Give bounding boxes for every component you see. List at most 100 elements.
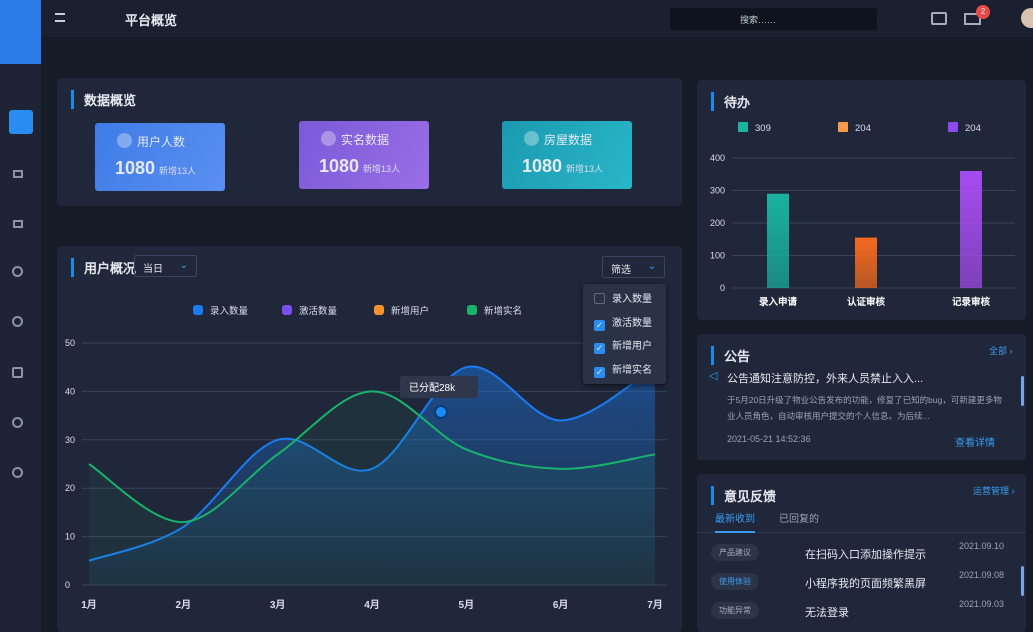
legend-swatch xyxy=(282,305,292,315)
checkbox[interactable] xyxy=(594,293,605,304)
area xyxy=(89,391,655,585)
notice-date: 2021-05-21 14:52:36 xyxy=(727,434,811,444)
search[interactable]: 搜索…… xyxy=(670,8,877,30)
nav-icon[interactable] xyxy=(12,467,23,478)
card-value: 1080 新增13人 xyxy=(115,158,205,179)
more-text: 全部 xyxy=(989,346,1008,356)
legend-label: 309 xyxy=(755,123,771,134)
stat-card: 用户人数 1080 新增13人 xyxy=(95,123,225,191)
logo xyxy=(0,0,41,64)
x-tick-label: 7月 xyxy=(647,599,663,611)
y-tick-label: 20 xyxy=(65,483,75,493)
checkbox[interactable]: ✓ xyxy=(594,366,605,378)
legend-swatch xyxy=(193,305,203,315)
notice-panel: 公告 全部 › ◁ 公告通知注意防控，外来人员禁止入入... 于5月20日升级了… xyxy=(697,334,1026,460)
sidebar xyxy=(0,0,41,632)
mail-icon[interactable] xyxy=(964,13,981,25)
tooltip-box xyxy=(400,376,478,398)
period: 当日 xyxy=(143,264,163,275)
y-tick-label: 0 xyxy=(65,580,70,590)
nav-icon[interactable] xyxy=(12,367,23,378)
line xyxy=(88,365,656,562)
x-tick-label: 记录审核 xyxy=(952,296,991,308)
tooltip-dot xyxy=(434,405,448,419)
menu-icon[interactable] xyxy=(55,13,65,22)
notice-link[interactable]: 查看详情 xyxy=(955,438,995,449)
card-sub: 新增13人 xyxy=(159,166,197,176)
x-tick-label: 录入申请 xyxy=(759,296,798,308)
feedback-text[interactable]: 小程序我的页面频繁黑屏 xyxy=(805,578,926,590)
x-tick-label: 6月 xyxy=(553,599,569,611)
legend-swatch xyxy=(467,305,477,315)
card-value: 1080 新增13人 xyxy=(522,156,612,177)
card-number: 1080 xyxy=(115,158,156,178)
filter-option[interactable]: ✓ 新增实名 xyxy=(594,361,652,378)
screen-icon[interactable] xyxy=(931,12,947,25)
header: 平台概览 搜索…… 2 xyxy=(41,0,1033,37)
panel-title: 公告 xyxy=(711,346,750,365)
y-tick-label: 30 xyxy=(65,435,75,445)
more-text: 运营管理 xyxy=(973,486,1010,496)
option-label: 录入数量 xyxy=(612,294,652,305)
search-placeholder: 搜索…… xyxy=(740,15,777,25)
filter-option[interactable]: 录入数量 xyxy=(594,290,652,305)
y-tick-label: 100 xyxy=(710,251,725,261)
feedback-more[interactable]: 运营管理 › xyxy=(973,486,1015,496)
panel-title: 意见反馈 xyxy=(711,486,776,505)
panel-title: 数据概览 xyxy=(71,90,136,109)
nav-active[interactable] xyxy=(9,110,33,134)
feedback-date: 2021.09.10 xyxy=(959,541,1005,551)
nav-icon[interactable] xyxy=(12,417,23,428)
card-sub: 新增13人 xyxy=(363,164,401,174)
x-tick-label: 2月 xyxy=(176,599,192,611)
feedback-date: 2021.09.03 xyxy=(959,599,1005,609)
feedback-text[interactable]: 在扫码入口添加操作提示 xyxy=(805,549,926,561)
tab[interactable]: 最新收到 xyxy=(715,510,755,533)
card-label: 用户人数 xyxy=(137,135,186,149)
bar xyxy=(767,193,789,288)
nav-icon[interactable] xyxy=(13,170,23,178)
filter-option[interactable]: ✓ 激活数量 xyxy=(594,314,652,331)
notice-body: 于5月20日升级了物业公告发布的功能，修复了已知的bug，可新建更多物业人员角色… xyxy=(727,395,1002,421)
feedback-text[interactable]: 无法登录 xyxy=(805,607,849,619)
bar xyxy=(855,237,877,288)
card-label: 房屋数据 xyxy=(544,133,593,147)
bar-chart: 0 100 200 300 400 录入申请 认证审核 记录审核 309 204 204 xyxy=(710,122,1015,308)
legend-swatch xyxy=(374,305,384,315)
y-tick-label: 300 xyxy=(710,186,725,196)
y-tick-label: 400 xyxy=(710,153,725,163)
card-icon xyxy=(117,133,132,148)
notice-more[interactable]: 全部 › xyxy=(989,346,1013,356)
period-select[interactable]: 当日 ⌄ xyxy=(134,255,197,277)
legend-label: 204 xyxy=(965,123,981,134)
checkbox[interactable]: ✓ xyxy=(594,343,605,354)
filter-select[interactable]: 筛选 ⌄ xyxy=(602,256,665,278)
nav-icon[interactable] xyxy=(12,316,23,327)
bar xyxy=(960,171,982,288)
filter-option[interactable]: ✓ 新增用户 xyxy=(594,337,652,354)
badge: 2 xyxy=(976,5,990,19)
tab[interactable]: 已回复的 xyxy=(779,514,819,525)
nav-icon[interactable] xyxy=(13,220,23,228)
nav-icon[interactable] xyxy=(12,266,23,277)
y-tick-label: 200 xyxy=(710,218,725,228)
legend-swatch xyxy=(948,122,958,132)
avatar[interactable] xyxy=(1021,8,1033,28)
checkbox[interactable]: ✓ xyxy=(594,319,605,331)
card-value: 1080 新增13人 xyxy=(319,156,409,177)
tag: 产品建议 xyxy=(711,544,759,561)
card-sub: 新增13人 xyxy=(566,164,604,174)
x-tick-label: 认证审核 xyxy=(847,296,886,308)
y-tick-label: 40 xyxy=(65,386,75,396)
filter-menu: 录入数量 ✓ 激活数量 ✓ 新增用户 ✓ 新增实名 xyxy=(583,284,666,384)
legend-label: 新增用户 xyxy=(391,305,429,317)
y-tick-label: 0 xyxy=(720,283,725,293)
x-tick-label: 5月 xyxy=(459,599,475,611)
tag: 功能异常 xyxy=(711,602,759,619)
notice-headline[interactable]: 公告通知注意防控，外来人员禁止入入... xyxy=(727,373,924,385)
filter: 筛选 xyxy=(611,265,631,276)
scrollbar xyxy=(1021,376,1024,406)
legend-swatch xyxy=(838,122,848,132)
